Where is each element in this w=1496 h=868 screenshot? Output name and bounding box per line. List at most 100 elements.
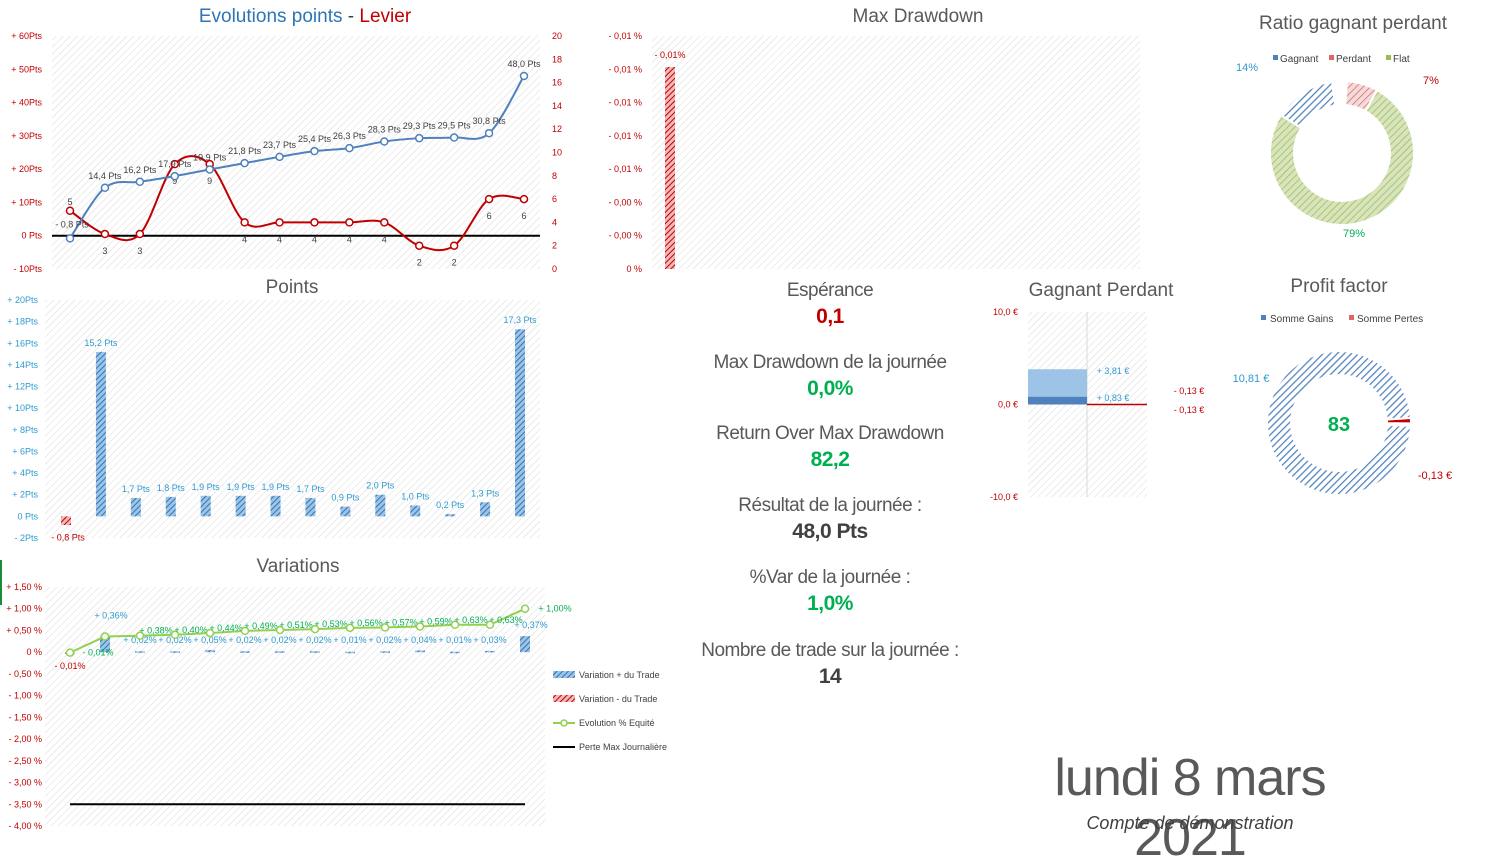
variations-plot-area xyxy=(45,587,545,826)
levier-label: 5 xyxy=(67,197,72,207)
variations-y-tick: - 3,50 % xyxy=(8,799,42,809)
equity-label: + 0,63% xyxy=(454,615,487,625)
variation-bar-label: - 0,01% xyxy=(54,661,85,671)
points-plot-area xyxy=(45,300,540,538)
maxdd-bar-label: - 0,01% xyxy=(654,50,685,60)
evolution-y-tick: - 10Pts xyxy=(13,264,42,274)
gp-label-loss-avg: - 0,13 € xyxy=(1174,405,1205,415)
points-point xyxy=(380,137,389,146)
points-label: 48,0 Pts xyxy=(507,59,541,69)
equity-label: + 0,38% xyxy=(139,626,172,636)
evolution-y-tick: 0 Pts xyxy=(21,231,42,241)
variations-legend-entry: Variation - du Trade xyxy=(579,694,657,704)
points-point xyxy=(345,143,354,153)
points-label: 25,4 Pts xyxy=(298,134,332,144)
points-bar xyxy=(130,497,141,517)
maxdd-y-tick: - 0,00 % xyxy=(608,197,642,207)
pf-label-gains: 10,81 € xyxy=(1233,373,1270,385)
points-label: 17,9 Pts xyxy=(158,159,192,169)
variations-y-tick: - 2,00 % xyxy=(8,734,42,744)
levier-point xyxy=(135,229,145,239)
levier-label: 4 xyxy=(312,234,317,244)
points-label: 21,8 Pts xyxy=(228,146,262,156)
points-label: 16,2 Pts xyxy=(123,165,157,175)
maxdd-y-tick: - 0,01 % xyxy=(608,131,642,141)
equity-label: + 0,44% xyxy=(209,623,242,633)
points-bar xyxy=(340,506,351,517)
ratio-label-perdant: 7% xyxy=(1423,75,1439,87)
variation-bar-label: + 0,01% xyxy=(438,635,471,645)
variation-bar xyxy=(135,651,145,653)
levier-label: 3 xyxy=(102,246,107,256)
legend-swatch-plus xyxy=(553,671,575,678)
ratio-slice-flat xyxy=(1269,88,1416,226)
resultat-label: Résultat de la journée : xyxy=(738,495,922,516)
maxdd-y-tick: - 0,01 % xyxy=(608,31,642,41)
equity-point xyxy=(205,628,215,638)
points-bar-label: 0,2 Pts xyxy=(436,500,465,510)
levier-point xyxy=(345,218,354,227)
romad-value: 82,2 xyxy=(810,448,850,471)
points-label: 23,7 Pts xyxy=(263,140,297,150)
ratio-label-gagnant: 14% xyxy=(1236,62,1258,74)
variations-title: Variations xyxy=(256,556,339,577)
variations-y-tick: + 0,50 % xyxy=(6,625,42,635)
equity-label: + 0,57% xyxy=(384,617,417,627)
maxdd-y-tick: - 0,01 % xyxy=(608,98,642,108)
equity-label: + 0,49% xyxy=(244,621,277,631)
points-bar-label: 0,9 Pts xyxy=(331,493,360,503)
levier-label: 4 xyxy=(242,234,247,244)
points-bar-label: 1,9 Pts xyxy=(262,482,291,492)
variation-bar xyxy=(415,650,425,653)
evolution-y2-tick: 12 xyxy=(552,124,562,134)
maxdd-plot-area xyxy=(652,36,1140,269)
maxdd-title: Max Drawdown xyxy=(853,6,984,27)
variations-y-tick: - 0,50 % xyxy=(8,669,42,679)
points-bar xyxy=(200,495,211,517)
variation-bar-label: + 0,04% xyxy=(403,635,436,645)
esperance-value: 0,1 xyxy=(816,305,844,328)
variation-bar-label: + 0,36% xyxy=(94,611,127,621)
equity-label: + 0,63% xyxy=(489,615,522,625)
resultat-value: 48,0 Pts xyxy=(792,520,868,543)
points-bar-label: 1,9 Pts xyxy=(227,482,256,492)
points-point xyxy=(449,133,459,142)
equity-label: + 0,56% xyxy=(349,618,382,628)
variation-bar-label: + 0,03% xyxy=(473,635,506,645)
evolution-plot-area xyxy=(52,36,540,269)
levier-label: 2 xyxy=(417,258,422,268)
evolution-y-tick: + 10Pts xyxy=(11,197,42,207)
equity-point xyxy=(100,632,110,641)
levier-label: 6 xyxy=(487,211,492,221)
evolution-y2-tick: 8 xyxy=(552,171,557,181)
maxdd-y-tick: - 0,01 % xyxy=(608,64,642,74)
ratio-legend-swatch xyxy=(1329,55,1334,60)
points-bar-label: 1,7 Pts xyxy=(122,484,151,494)
variation-bar xyxy=(170,651,180,653)
legend-swatch-minus xyxy=(553,695,575,702)
pf-slice-pertes xyxy=(1385,416,1413,425)
levier-point xyxy=(449,241,459,250)
equity-label: + 0,59% xyxy=(419,617,452,627)
legend-swatch-equity-point xyxy=(560,719,568,727)
variation-bar-label: + 0,02% xyxy=(263,635,296,645)
romad-label: Return Over Max Drawdown xyxy=(716,423,944,444)
pf-legend-gains: Somme Gains xyxy=(1270,314,1333,325)
points-y-tick: + 10Pts xyxy=(7,403,38,413)
points-label: 26,3 Pts xyxy=(333,131,367,141)
variation-bar xyxy=(100,636,110,653)
levier-point xyxy=(240,218,249,227)
evolution-title: Evolutions points - Levier xyxy=(199,6,412,27)
variations-legend-entry: Variation + du Trade xyxy=(579,670,660,680)
levier-label: 4 xyxy=(347,234,352,244)
variation-bar xyxy=(275,651,285,653)
points-y-tick: - 2Pts xyxy=(14,533,38,543)
points-y-tick: + 4Pts xyxy=(12,468,38,478)
pf-label-pertes: -0,13 € xyxy=(1418,470,1452,482)
evolution-y2-tick: 4 xyxy=(552,217,557,227)
pf-legend-swatch-pertes xyxy=(1349,315,1354,320)
points-title: Points xyxy=(266,277,319,298)
points-bar xyxy=(270,495,281,517)
trades-label: Nombre de trade sur la journée : xyxy=(701,640,959,661)
variations-y-tick: - 2,50 % xyxy=(8,756,42,766)
